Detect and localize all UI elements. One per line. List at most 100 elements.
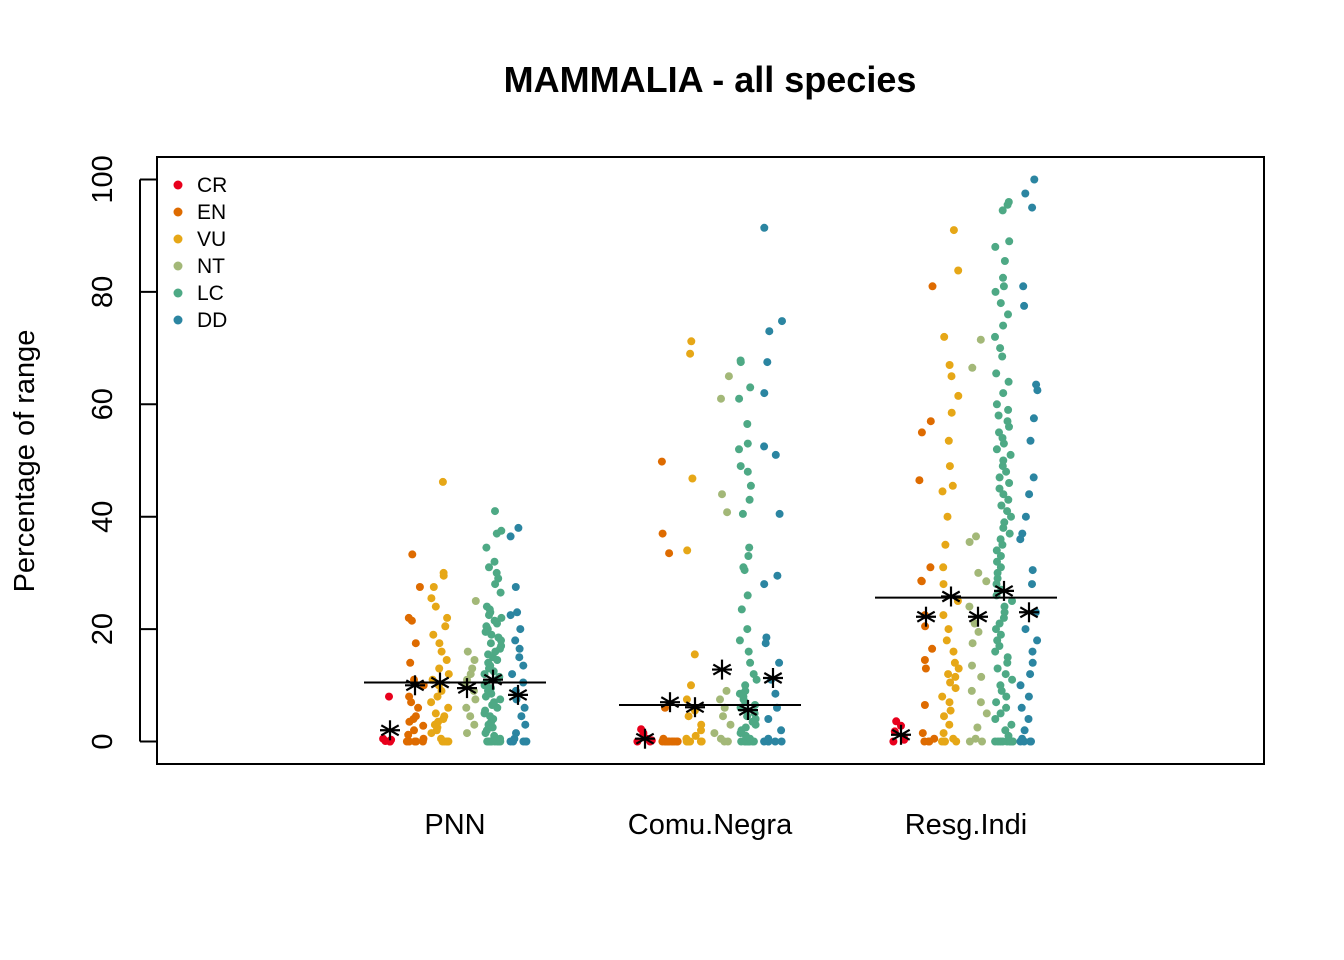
data-point-nt — [968, 661, 976, 670]
data-point-nt — [463, 647, 472, 656]
data-point-vu — [954, 266, 963, 275]
data-point-dd — [777, 726, 786, 735]
data-point-vu — [947, 372, 956, 381]
data-point-lc — [1007, 512, 1015, 521]
data-point-dd — [1020, 726, 1029, 735]
mean-marker-en — [405, 675, 425, 696]
data-point-vu — [949, 226, 958, 235]
data-point-nt — [471, 597, 480, 605]
data-point-nt — [965, 602, 974, 611]
data-point-vu — [697, 726, 705, 735]
data-point-lc — [1003, 653, 1012, 662]
data-point-dd — [760, 442, 769, 451]
legend-swatch-en — [173, 207, 183, 217]
data-point-dd — [511, 583, 520, 591]
data-point-lc — [995, 484, 1004, 493]
data-point-vu — [938, 692, 947, 701]
data-point-lc — [992, 400, 1001, 409]
data-point-lc — [744, 647, 753, 656]
legend-label: NT — [197, 255, 225, 278]
data-point-vu — [437, 647, 446, 656]
data-point-dd — [1019, 282, 1028, 291]
data-point-en — [411, 712, 420, 721]
data-point-lc — [484, 658, 493, 667]
data-point-dd — [1033, 636, 1042, 645]
data-point-vu — [437, 734, 445, 743]
data-point-en — [917, 576, 926, 585]
data-point-vu — [947, 408, 956, 417]
data-point-lc — [995, 473, 1004, 482]
data-point-lc — [741, 686, 750, 695]
data-point-lc — [490, 698, 498, 707]
data-point-vu — [938, 487, 947, 496]
data-point-vu — [683, 546, 692, 555]
data-point-lc — [497, 526, 506, 535]
data-point-cr — [889, 737, 898, 746]
data-point-vu — [945, 462, 954, 471]
data-point-lc — [738, 509, 747, 518]
legend-swatch-lc — [173, 288, 183, 298]
data-point-lc — [496, 695, 505, 704]
data-point-vu — [946, 678, 955, 687]
data-point-dd — [515, 653, 524, 662]
data-point-lc — [737, 605, 746, 614]
data-point-lc — [994, 411, 1003, 420]
data-point-dd — [1028, 580, 1036, 589]
data-point-lc — [996, 344, 1005, 353]
data-point-lc — [492, 568, 501, 577]
data-point-en — [404, 730, 413, 739]
data-point-vu — [945, 698, 954, 707]
data-point-lc — [481, 706, 490, 715]
data-point-vu — [444, 670, 453, 679]
data-point-lc — [1001, 670, 1010, 679]
data-point-nt — [976, 698, 985, 707]
data-point-lc — [484, 650, 493, 659]
data-point-dd — [762, 633, 771, 642]
data-point-en — [926, 417, 935, 426]
mean-marker-en — [660, 692, 680, 713]
data-point-lc — [746, 481, 755, 490]
legend-label: DD — [197, 309, 227, 332]
data-point-nt — [462, 703, 471, 712]
data-point-vu — [954, 664, 963, 673]
y-tick-label: 20 — [87, 613, 119, 645]
data-point-dd — [1020, 301, 1029, 310]
data-point-nt — [965, 538, 974, 546]
chart-title: MAMMALIA - all species — [504, 59, 917, 100]
data-point-vu — [431, 602, 440, 611]
data-point-dd — [516, 625, 525, 634]
data-point-dd — [1016, 681, 1025, 690]
plot-frame — [156, 156, 1265, 765]
data-point-nt — [470, 656, 479, 664]
data-point-lc — [993, 664, 1002, 673]
data-point-dd — [520, 703, 529, 712]
mean-marker-nt — [968, 606, 988, 627]
data-point-en — [665, 549, 674, 558]
data-point-dd — [760, 223, 769, 232]
data-point-lc — [999, 282, 1008, 291]
data-point-lc — [743, 625, 752, 634]
data-point-vu — [945, 361, 954, 369]
data-point-lc — [735, 445, 743, 454]
mean-marker-nt — [712, 659, 732, 680]
data-point-en — [926, 563, 935, 572]
mean-marker-cr — [891, 724, 911, 745]
data-point-lc — [494, 633, 503, 642]
data-point-lc — [1004, 377, 1013, 386]
data-point-lc — [991, 737, 1000, 746]
data-point-lc — [497, 642, 506, 650]
data-point-nt — [710, 729, 719, 738]
y-tick-label: 0 — [87, 733, 119, 749]
data-point-vu — [939, 563, 948, 572]
y-axis: 0 20 40 60 80 100 — [87, 155, 157, 750]
data-point-lc — [743, 420, 752, 428]
legend-label: VU — [197, 228, 226, 251]
data-point-nt — [971, 734, 980, 743]
mean-marker-vu — [430, 672, 450, 693]
data-point-vu — [431, 709, 440, 718]
data-point-lc — [1003, 507, 1012, 516]
data-point-lc — [999, 273, 1007, 282]
data-point-lc — [490, 616, 499, 625]
data-point-vu — [944, 670, 953, 679]
data-point-dd — [771, 689, 780, 698]
